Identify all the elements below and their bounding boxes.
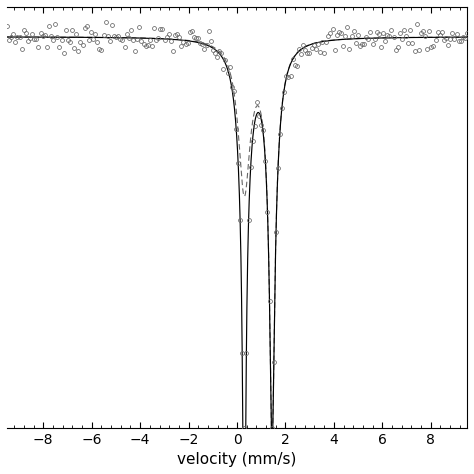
X-axis label: velocity (mm/s): velocity (mm/s) [177, 452, 297, 467]
